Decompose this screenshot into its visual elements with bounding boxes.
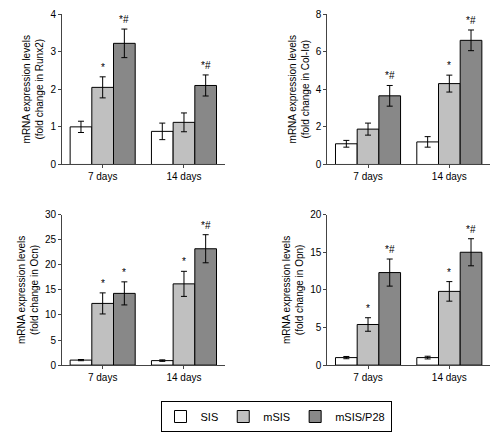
svg-text:*: * — [101, 278, 105, 289]
svg-text:*#: *# — [201, 60, 211, 71]
svg-text:2: 2 — [316, 121, 322, 132]
svg-text:*#: *# — [466, 15, 476, 26]
svg-text:20: 20 — [45, 259, 57, 270]
svg-text:14 days: 14 days — [166, 171, 201, 182]
svg-text:7 days: 7 days — [88, 372, 117, 383]
svg-text:4: 4 — [316, 84, 322, 95]
svg-text:*#: *# — [385, 244, 395, 255]
svg-text:8: 8 — [316, 9, 322, 20]
svg-text:mSIS/P28: mSIS/P28 — [335, 411, 385, 423]
svg-text:mRNA expression levels(fold ch: mRNA expression levels(fold change in Op… — [281, 236, 305, 344]
svg-text:*#: *# — [119, 14, 129, 25]
svg-text:1: 1 — [50, 121, 56, 132]
svg-text:6: 6 — [316, 46, 322, 57]
svg-text:10: 10 — [45, 309, 57, 320]
svg-text:mRNA expression levels(fold ch: mRNA expression levels(fold change in Co… — [287, 35, 311, 143]
svg-text:*#: *# — [385, 70, 395, 81]
svg-text:mRNA expression levels(fold ch: mRNA expression levels(fold change in Oc… — [16, 236, 40, 344]
svg-text:10: 10 — [310, 284, 322, 295]
svg-text:*#: *# — [201, 220, 211, 231]
svg-text:mRNA expression levels(fold ch: mRNA expression levels(fold change in Ru… — [21, 35, 45, 143]
svg-text:3: 3 — [50, 46, 56, 57]
svg-text:14 days: 14 days — [432, 171, 467, 182]
svg-text:7 days: 7 days — [88, 171, 117, 182]
svg-text:5: 5 — [50, 335, 56, 346]
svg-text:4: 4 — [50, 9, 56, 20]
svg-text:*: * — [122, 267, 126, 278]
svg-text:*: * — [447, 60, 451, 71]
svg-text:5: 5 — [316, 322, 322, 333]
svg-text:0: 0 — [316, 360, 322, 371]
svg-text:SIS: SIS — [201, 411, 219, 423]
svg-text:0: 0 — [50, 159, 56, 170]
svg-text:0: 0 — [316, 159, 322, 170]
svg-text:15: 15 — [310, 247, 322, 258]
svg-text:30: 30 — [45, 209, 57, 220]
svg-text:14 days: 14 days — [432, 372, 467, 383]
svg-text:*: * — [182, 256, 186, 267]
svg-text:mSIS: mSIS — [263, 411, 290, 423]
svg-text:*: * — [366, 303, 370, 314]
svg-text:15: 15 — [45, 284, 57, 295]
svg-text:7 days: 7 days — [353, 372, 382, 383]
svg-text:25: 25 — [45, 234, 57, 245]
svg-text:2: 2 — [50, 84, 56, 95]
svg-text:*: * — [101, 62, 105, 73]
svg-text:20: 20 — [310, 209, 322, 220]
svg-text:*: * — [447, 267, 451, 278]
svg-text:14 days: 14 days — [166, 372, 201, 383]
svg-text:0: 0 — [50, 360, 56, 371]
svg-text:*#: *# — [466, 224, 476, 235]
svg-text:7 days: 7 days — [353, 171, 382, 182]
